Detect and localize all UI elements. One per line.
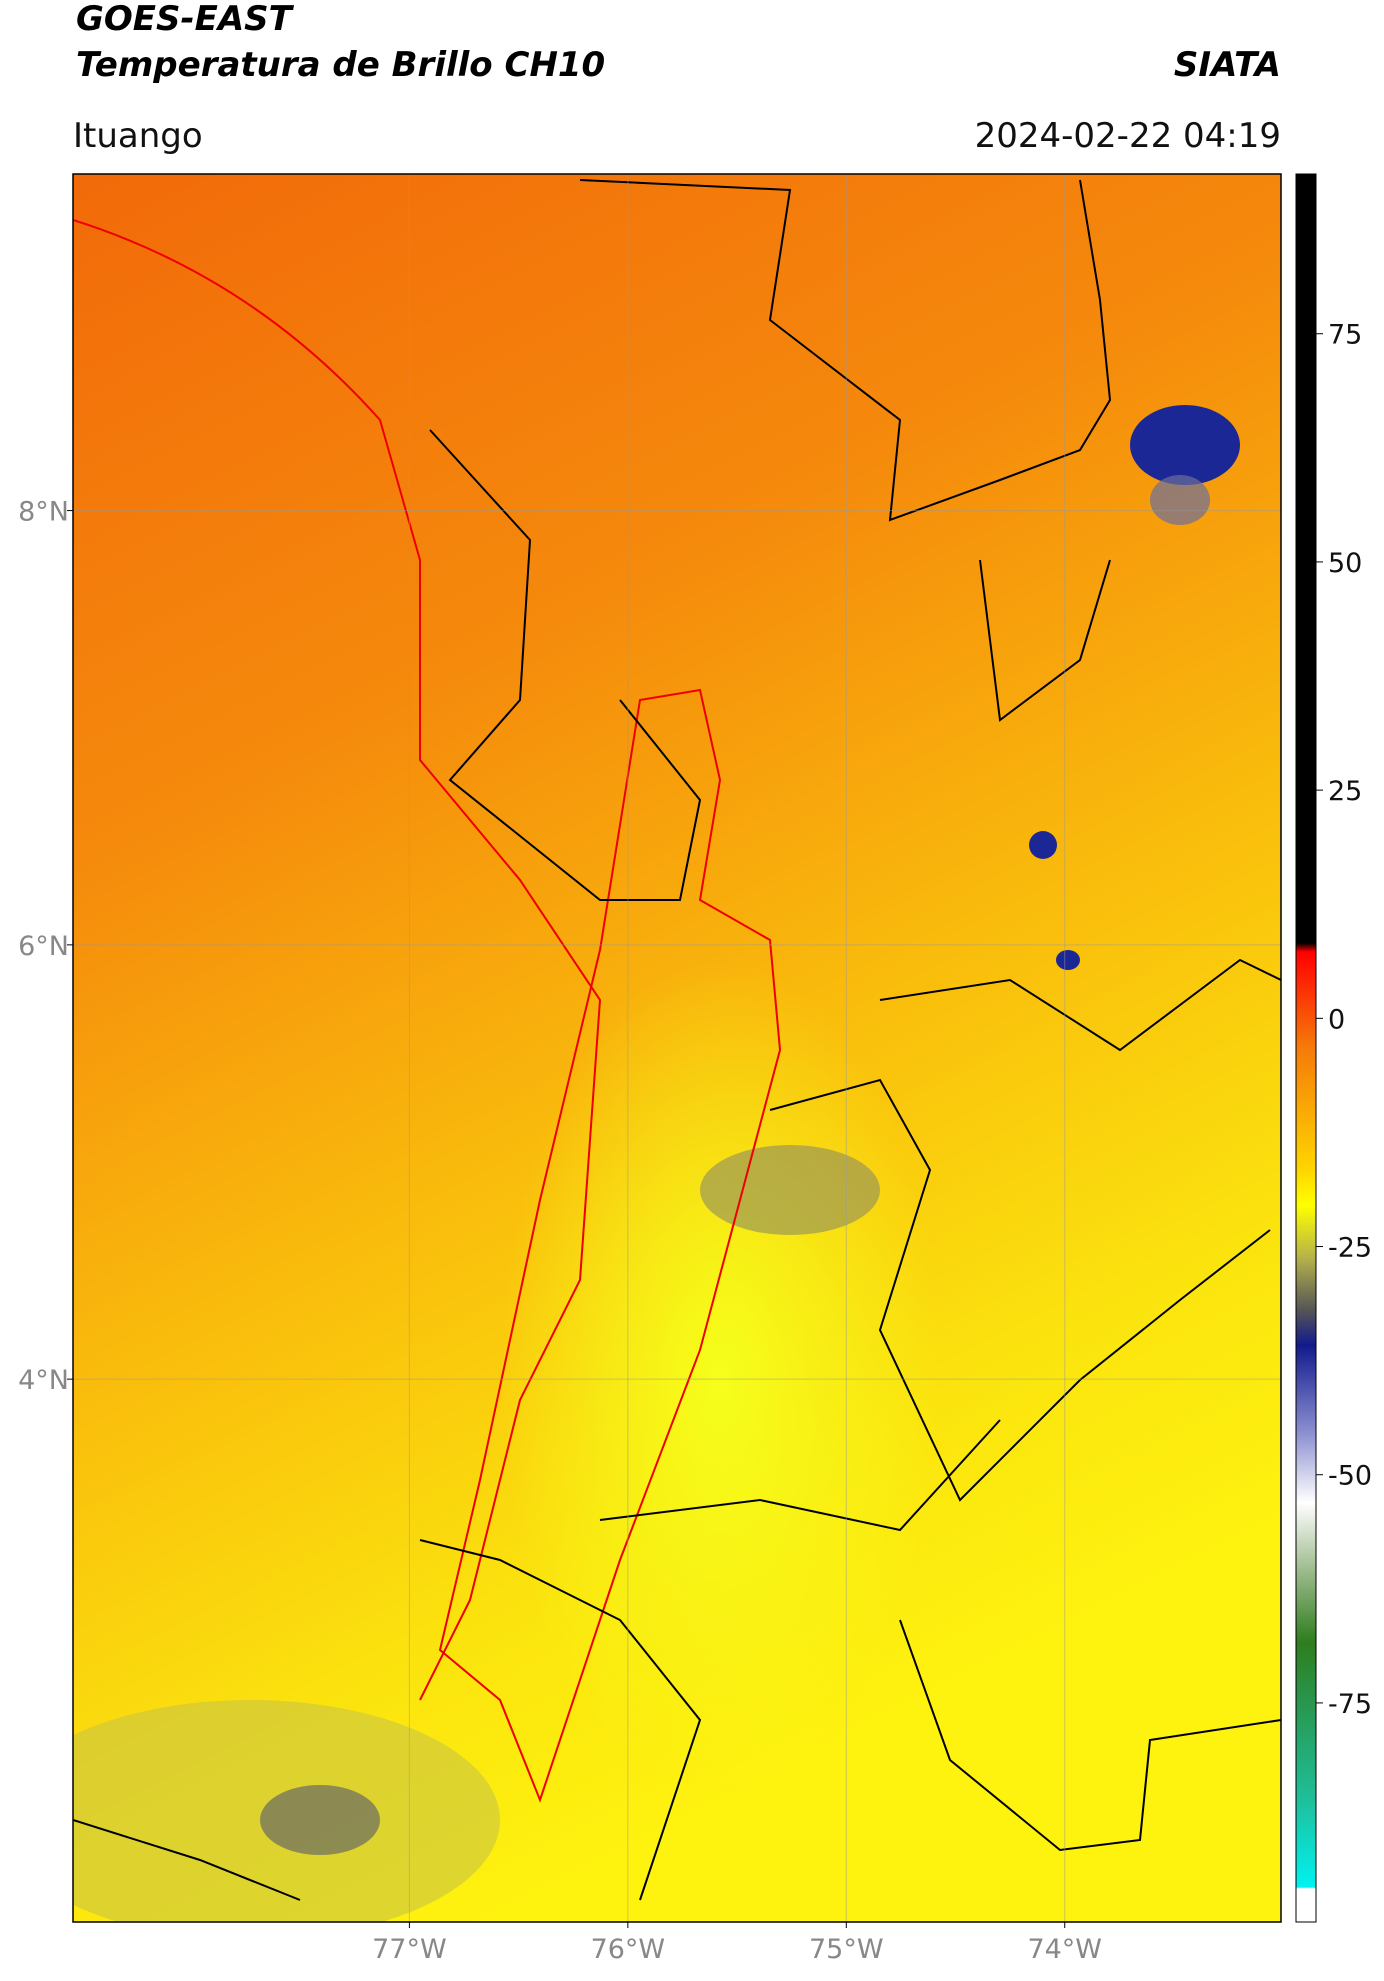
cloud-area xyxy=(1130,405,1240,485)
y-tick-label: 8°N xyxy=(18,497,69,528)
map-image xyxy=(73,174,1281,1922)
admin-boundary xyxy=(73,179,1281,1901)
cloud-area xyxy=(1056,950,1080,970)
cloud-area xyxy=(1029,831,1057,859)
title: GOES-EAST xyxy=(76,0,295,39)
cloud-area xyxy=(260,1785,380,1855)
y-tick-label: 6°N xyxy=(18,931,69,962)
x-tick-label: 77°W xyxy=(372,1934,447,1965)
x-tick-label: 76°W xyxy=(591,1934,666,1965)
colorbar-tick-label: 50 xyxy=(1328,548,1362,579)
cloud-area xyxy=(1150,475,1210,525)
coastline xyxy=(73,219,602,1701)
colorbar-tick-label: 0 xyxy=(1328,1004,1345,1035)
colorbar-tick-label: 25 xyxy=(1328,776,1362,807)
cloud-area xyxy=(700,1145,880,1235)
colorbar-tick-label: -50 xyxy=(1328,1461,1372,1492)
colorbar-tick-label: -25 xyxy=(1328,1233,1372,1264)
grid xyxy=(73,174,1281,1922)
y-tick-label: 4°N xyxy=(18,1365,69,1396)
x-tick-label: 74°W xyxy=(1027,1934,1102,1965)
colorbar-tick-label: 75 xyxy=(1328,320,1362,351)
cloud-area xyxy=(500,960,940,1800)
timestamp: 2024-02-22 04:19 xyxy=(975,116,1281,156)
basin-outline xyxy=(438,688,782,1803)
x-tick-label: 75°W xyxy=(809,1934,884,1965)
region: Ituango xyxy=(73,116,203,156)
colorbar xyxy=(1295,173,1317,1923)
subtitle: Temperatura de Brillo CH10 xyxy=(76,45,605,85)
colorbar-tick-label: -75 xyxy=(1328,1689,1372,1720)
map-frame xyxy=(72,173,1282,1923)
agency: SIATA xyxy=(1174,45,1281,85)
